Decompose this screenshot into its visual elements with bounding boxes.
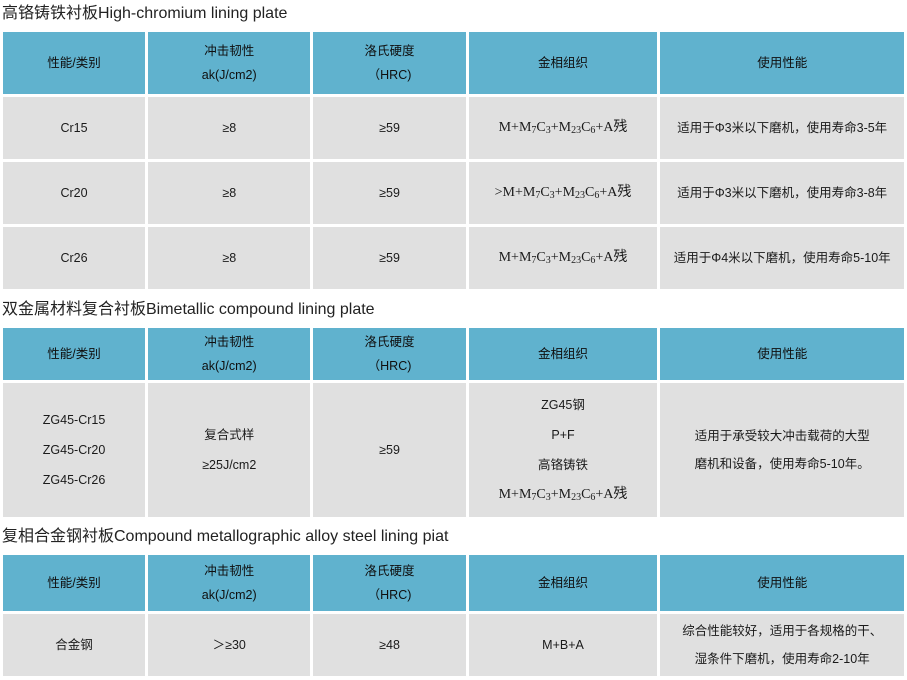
header-impact-line1: 冲击韧性 — [204, 564, 255, 578]
header-hardness-line2: （HRC) — [367, 68, 412, 82]
cell-impact: ≥8 — [148, 162, 311, 224]
header-usage-performance: 使用性能 — [660, 555, 904, 611]
header-usage-label: 使用性能 — [757, 576, 808, 590]
category-line2: ZG45-Cr20 — [42, 443, 106, 457]
table-row: 合金钢 ＞≥30 ≥48 M+B+A 综合性能较好，适用于各规格的干、 湿条件下… — [3, 614, 904, 676]
table-header-row: 性能/类别 冲击韧性 ak(J/cm2) 洛氏硬度 （HRC) 金相组织 使用性… — [3, 32, 904, 94]
cell-category: Cr20 — [3, 162, 146, 224]
header-impact-toughness: 冲击韧性 ak(J/cm2) — [148, 32, 311, 94]
header-impact-line2: ak(J/cm2) — [201, 68, 257, 82]
cell-impact: ≥8 — [148, 227, 311, 289]
header-category: 性能/类别 — [3, 328, 146, 380]
category-line3: ZG45-Cr26 — [42, 473, 106, 487]
cell-usage: 适用于Φ3米以下磨机，使用寿命3-5年 — [660, 97, 904, 159]
section-title-high-chromium: 高铬铸铁衬板High-chromium lining plate — [2, 5, 288, 22]
structure-line1: ZG45钢 — [541, 397, 585, 412]
header-impact-line1: 冲击韧性 — [204, 335, 255, 349]
header-impact-toughness: 冲击韧性 ak(J/cm2) — [148, 555, 311, 611]
cell-hardness: ≥48 — [313, 614, 466, 676]
header-category-label: 性能/类别 — [47, 347, 101, 361]
cell-usage: 适用于Φ3米以下磨机，使用寿命3-8年 — [660, 162, 904, 224]
header-impact-line2: ak(J/cm2) — [201, 359, 257, 373]
usage-line2: 磨机和设备，使用寿命5-10年。 — [694, 457, 870, 471]
header-hardness-line1: 洛氏硬度 — [364, 564, 415, 578]
header-impact-toughness: 冲击韧性 ak(J/cm2) — [148, 328, 311, 380]
header-category: 性能/类别 — [3, 555, 146, 611]
table-row: ZG45-Cr15 ZG45-Cr20 ZG45-Cr26 复合式样 ≥25J/… — [3, 383, 904, 517]
header-hardness-line2: （HRC) — [367, 588, 412, 602]
header-structure-label: 金相组织 — [538, 576, 589, 590]
cell-impact: 复合式样 ≥25J/cm2 — [148, 383, 311, 517]
header-metallographic-structure: 金相组织 — [468, 555, 658, 611]
table-row: Cr20 ≥8 ≥59 >M+M7C3+M23C6+A残 适用于Φ3米以下磨机，… — [3, 162, 904, 224]
cell-impact: ＞≥30 — [148, 614, 311, 676]
table-compound-alloy-steel-lining-plate: 性能/类别 冲击韧性 ak(J/cm2) 洛氏硬度 （HRC) 金相组织 使用性… — [0, 552, 907, 679]
header-category-label: 性能/类别 — [47, 576, 101, 590]
table-header-row: 性能/类别 冲击韧性 ak(J/cm2) 洛氏硬度 （HRC) 金相组织 使用性… — [3, 555, 904, 611]
structure-formula: M+M7C3+M23C6+A残 — [498, 486, 628, 503]
cell-structure: M+M7C3+M23C6+A残 — [468, 97, 658, 159]
cell-hardness: ≥59 — [313, 162, 466, 224]
header-usage-label: 使用性能 — [757, 56, 808, 70]
category-line1: ZG45-Cr15 — [42, 413, 106, 427]
header-metallographic-structure: 金相组织 — [468, 32, 658, 94]
usage-line1: 适用于承受较大冲击载荷的大型 — [694, 429, 870, 443]
cell-hardness: ≥59 — [313, 227, 466, 289]
impact-line1: 复合式样 — [204, 428, 255, 442]
structure-line2: P+F — [551, 427, 575, 442]
table-row: Cr15 ≥8 ≥59 M+M7C3+M23C6+A残 适用于Φ3米以下磨机，使… — [3, 97, 904, 159]
table-high-chromium-lining-plate: 性能/类别 冲击韧性 ak(J/cm2) 洛氏硬度 （HRC) 金相组织 使用性… — [0, 29, 907, 292]
cell-structure: M+B+A — [468, 614, 658, 676]
cell-structure: ZG45钢 P+F 高铬铸铁 M+M7C3+M23C6+A残 — [468, 383, 658, 517]
header-impact-line2: ak(J/cm2) — [201, 588, 257, 602]
structure-formula: M+M7C3+M23C6+A残 — [498, 250, 628, 266]
table-row: Cr26 ≥8 ≥59 M+M7C3+M23C6+A残 适用于Φ4米以下磨机，使… — [3, 227, 904, 289]
cell-category: Cr26 — [3, 227, 146, 289]
table-header-row: 性能/类别 冲击韧性 ak(J/cm2) 洛氏硬度 （HRC) 金相组织 使用性… — [3, 328, 904, 380]
header-structure-label: 金相组织 — [538, 347, 589, 361]
structure-line3: 高铬铸铁 — [538, 457, 589, 472]
structure-formula: M+M7C3+M23C6+A残 — [498, 120, 628, 136]
usage-line2: 湿条件下磨机，使用寿命2-10年 — [694, 652, 870, 666]
impact-line2: ≥25J/cm2 — [202, 458, 257, 472]
section-title-compound-alloy-steel: 复相合金钢衬板Compound metallographic alloy ste… — [2, 528, 449, 545]
header-rockwell-hardness: 洛氏硬度 （HRC) — [313, 328, 466, 380]
header-hardness-line1: 洛氏硬度 — [364, 44, 415, 58]
cell-structure: M+M7C3+M23C6+A残 — [468, 227, 658, 289]
cell-category: 合金钢 — [3, 614, 146, 676]
cell-impact: ≥8 — [148, 97, 311, 159]
header-category: 性能/类别 — [3, 32, 146, 94]
header-structure-label: 金相组织 — [538, 56, 589, 70]
usage-line1: 综合性能较好，适用于各规格的干、 — [682, 624, 883, 638]
cell-structure: >M+M7C3+M23C6+A残 — [468, 162, 658, 224]
header-hardness-line2: （HRC) — [367, 359, 412, 373]
section-title-bimetallic: 双金属材料复合衬板Bimetallic compound lining plat… — [2, 301, 375, 318]
header-metallographic-structure: 金相组织 — [468, 328, 658, 380]
cell-category: ZG45-Cr15 ZG45-Cr20 ZG45-Cr26 — [3, 383, 146, 517]
header-hardness-line1: 洛氏硬度 — [364, 335, 415, 349]
header-impact-line1: 冲击韧性 — [204, 44, 255, 58]
header-rockwell-hardness: 洛氏硬度 （HRC) — [313, 555, 466, 611]
cell-hardness: ≥59 — [313, 97, 466, 159]
cell-usage: 适用于承受较大冲击载荷的大型 磨机和设备，使用寿命5-10年。 — [660, 383, 904, 517]
cell-usage: 综合性能较好，适用于各规格的干、 湿条件下磨机，使用寿命2-10年 — [660, 614, 904, 676]
header-rockwell-hardness: 洛氏硬度 （HRC) — [313, 32, 466, 94]
cell-hardness: ≥59 — [313, 383, 466, 517]
cell-usage: 适用于Φ4米以下磨机，使用寿命5-10年 — [660, 227, 904, 289]
header-usage-performance: 使用性能 — [660, 328, 904, 380]
structure-formula: >M+M7C3+M23C6+A残 — [494, 185, 632, 201]
cell-category: Cr15 — [3, 97, 146, 159]
header-usage-performance: 使用性能 — [660, 32, 904, 94]
table-bimetallic-compound-lining-plate: 性能/类别 冲击韧性 ak(J/cm2) 洛氏硬度 （HRC) 金相组织 使用性… — [0, 325, 907, 520]
header-usage-label: 使用性能 — [757, 347, 808, 361]
header-category-label: 性能/类别 — [47, 56, 101, 70]
